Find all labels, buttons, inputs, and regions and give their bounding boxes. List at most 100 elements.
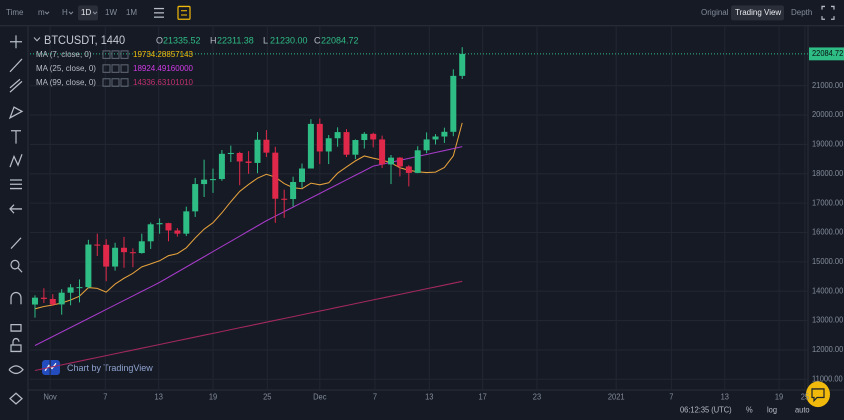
candle-body (120, 247, 127, 253)
watermark-text: Chart by TradingView (67, 363, 153, 373)
y-tick-label: 16000.00 (812, 227, 844, 236)
candle-body (432, 136, 439, 140)
candle-body (147, 224, 154, 242)
ma-legend-name: MA (99, close, 0) (36, 76, 96, 86)
ma-legend-button[interactable] (120, 50, 129, 59)
y-tick-label: 17000.00 (812, 198, 844, 207)
candle-body (272, 152, 279, 199)
ohlc-value: 22084.72 (321, 35, 358, 45)
ma-legend-value: 18924.49160000 (133, 63, 193, 73)
x-tick-label: 7 (373, 392, 377, 401)
ma-legend-value: 14336.63101010 (133, 76, 193, 86)
fullscreen-icon[interactable] (821, 5, 835, 20)
interval-button[interactable]: 1M (126, 7, 137, 17)
x-tick-label: 7 (669, 392, 673, 401)
candle-body (396, 157, 403, 167)
x-tick-label: 19 (209, 392, 217, 401)
candle-body (405, 166, 412, 173)
candle-body (325, 138, 332, 152)
candle-body (290, 182, 297, 200)
x-tick-label: 23 (533, 392, 541, 401)
interval-button[interactable]: H (62, 7, 68, 17)
candle-body (352, 140, 359, 155)
x-tick-label: 13 (155, 392, 163, 401)
candle-body (174, 230, 181, 234)
status-time: 06:12:35 (UTC) (680, 405, 732, 414)
candle-body (201, 179, 208, 185)
y-tick-label: 12000.00 (812, 345, 844, 354)
y-tick-label: 20000.00 (812, 110, 844, 119)
top-toolbar (0, 0, 844, 26)
ma-legend-name: MA (25, close, 0) (36, 63, 96, 73)
chart-settings-icon[interactable] (154, 7, 164, 18)
candle-body (361, 133, 368, 141)
symbol-collapse-icon[interactable] (33, 37, 41, 42)
candle-body (103, 244, 110, 267)
candle-body (129, 252, 136, 254)
x-tick-label: 13 (425, 392, 433, 401)
scale-button[interactable]: auto (795, 405, 810, 414)
ohlc-value: 22311.38 (217, 35, 254, 45)
interval-button[interactable]: 1W (105, 7, 117, 17)
candle-body (67, 287, 74, 293)
candle-body (281, 198, 288, 200)
candle-body (379, 139, 386, 165)
candle-body (423, 139, 430, 151)
y-tick-label: 15000.00 (812, 257, 844, 266)
candle-body (165, 223, 172, 231)
x-tick-label: 13 (721, 392, 729, 401)
ma-legend-button[interactable] (120, 78, 129, 87)
ma-legend-button[interactable] (102, 50, 111, 59)
candle-body (112, 247, 119, 267)
x-tick-label: 2021 (608, 392, 625, 401)
scale-button[interactable]: log (767, 405, 777, 414)
dropdown-caret (92, 11, 98, 15)
candle-body (227, 152, 234, 155)
candle-body (441, 131, 448, 137)
ohlc-key: L (263, 35, 268, 45)
ma-line (34, 280, 463, 372)
view-tab[interactable]: Depth (791, 7, 813, 17)
ma-legend-button[interactable] (120, 64, 129, 73)
view-tab[interactable]: Original (701, 7, 729, 17)
dropdown-caret (68, 11, 74, 15)
x-tick-label: 25 (801, 392, 809, 401)
candle-body (94, 244, 101, 246)
candle-body (370, 133, 377, 140)
y-tick-label: 21000.00 (812, 81, 844, 90)
candle-body (183, 211, 190, 234)
x-tick-label: 25 (263, 392, 271, 401)
candle-body (40, 297, 47, 299)
ohlc-value: 21230.00 (270, 35, 307, 45)
ma-legend-button[interactable] (111, 64, 120, 73)
ma-legend-button[interactable] (102, 78, 111, 87)
candle-body (156, 223, 163, 225)
drawing-tools[interactable] (8, 35, 24, 405)
candle-body (299, 168, 306, 183)
ma-legend-button[interactable] (111, 50, 120, 59)
ma-legend-button[interactable] (111, 78, 120, 87)
candle-body (209, 179, 216, 181)
candle-body (414, 150, 421, 173)
candle-body (388, 157, 395, 165)
x-tick-label: Dec (313, 392, 326, 401)
x-tick-label: 19 (775, 392, 783, 401)
x-tick-label: 17 (479, 392, 487, 401)
dropdown-caret (44, 11, 50, 15)
view-tab[interactable]: Trading View (735, 7, 781, 17)
candle-body (263, 139, 270, 153)
interval-button[interactable]: m (38, 7, 45, 17)
indicators-icon[interactable] (177, 5, 191, 20)
candle-body (343, 132, 350, 155)
scale-button[interactable]: % (746, 405, 753, 414)
chat-button[interactable] (806, 381, 830, 408)
ohlc-key: H (210, 35, 216, 45)
ma-legend-button[interactable] (102, 64, 111, 73)
interval-button[interactable]: 1D (81, 7, 91, 17)
x-tick-label: 7 (103, 392, 107, 401)
candle-body (307, 123, 314, 169)
candle-body (459, 53, 466, 76)
candle-body (450, 75, 457, 132)
last-price-label: 22084.72 (812, 49, 843, 58)
